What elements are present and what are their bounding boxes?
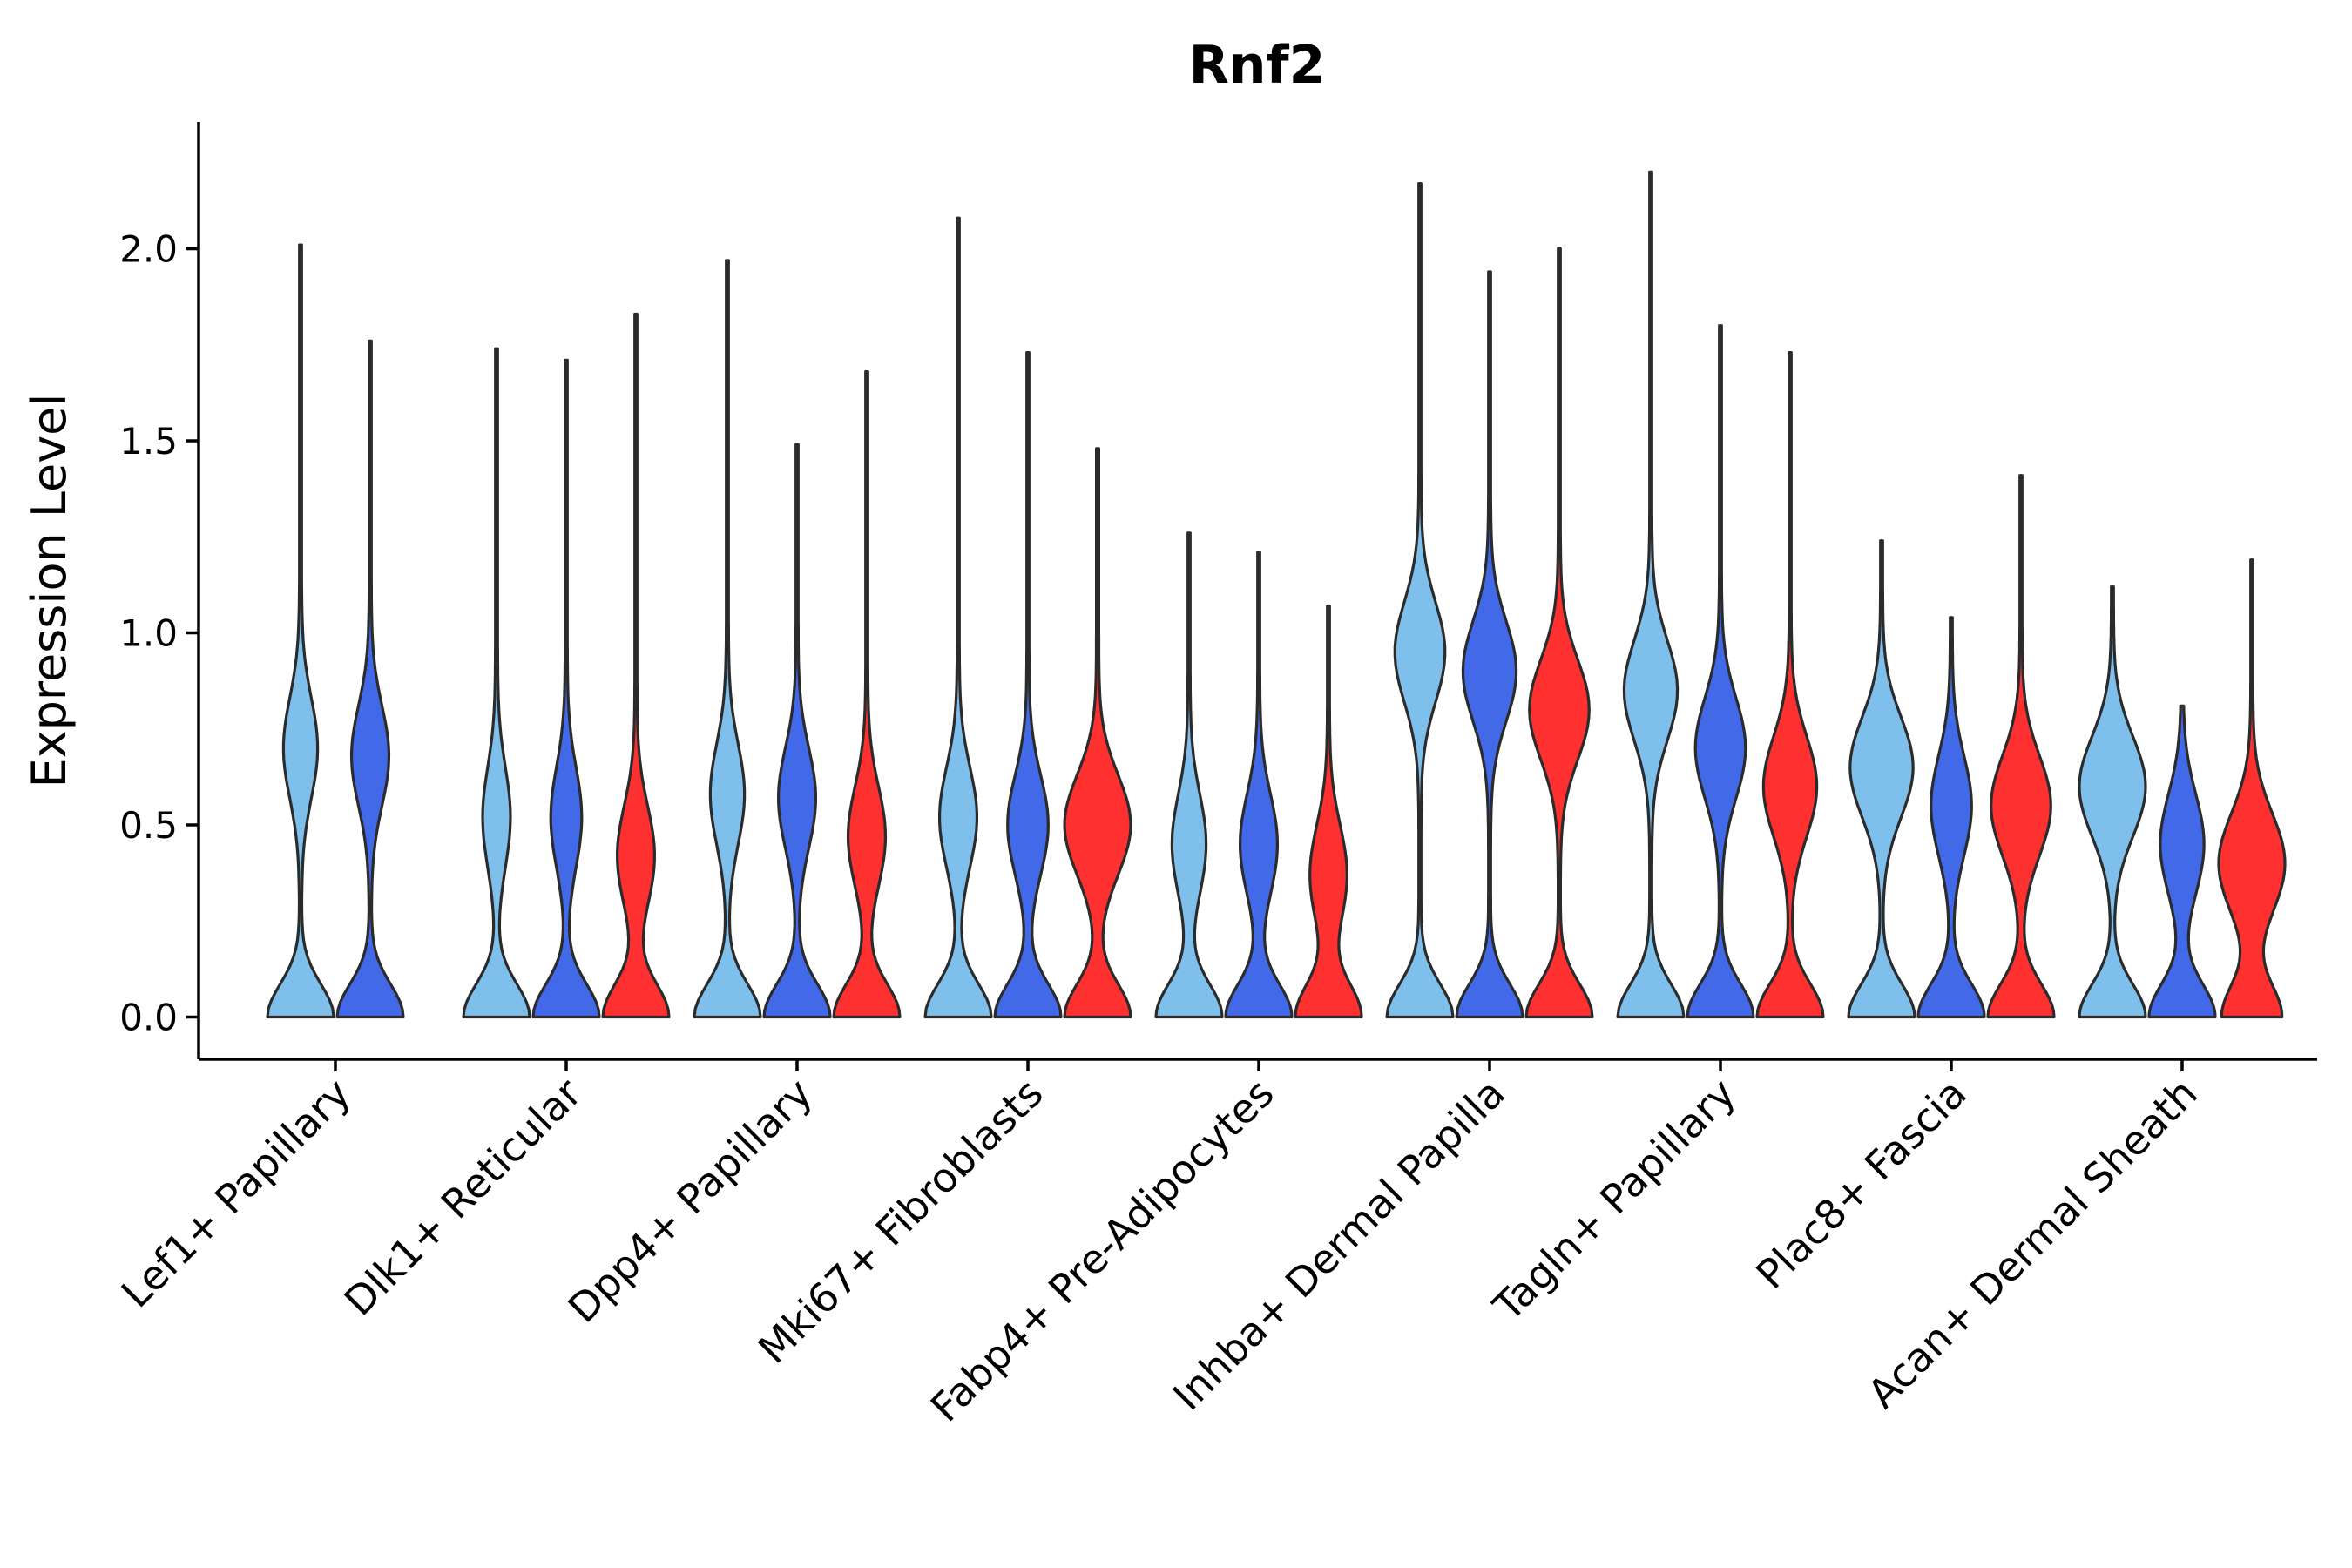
violin-2-1 (462, 347, 531, 1019)
violin-8-3 (1986, 474, 2056, 1019)
x-tick-label: Dpp4+ Papillary (559, 1070, 821, 1332)
violins-layer (266, 170, 2287, 1019)
violin-3-2 (762, 443, 832, 1019)
x-tick-label: Dlk1+ Reticular (335, 1070, 591, 1325)
x-tick-label: Tagln+ Papillary (1484, 1070, 1745, 1331)
violin-9-2 (2147, 704, 2217, 1019)
y-tick-label: 1.5 (119, 420, 178, 463)
y-tick-label: 0.0 (119, 996, 178, 1038)
violin-4-3 (1063, 447, 1132, 1019)
violin-4-1 (923, 216, 993, 1019)
y-tick-label: 1.0 (119, 612, 178, 655)
violin-1-2 (335, 339, 405, 1019)
y-axis-label: Expression Level (22, 394, 77, 788)
violin-9-1 (2078, 585, 2147, 1019)
violin-1-1 (266, 243, 335, 1019)
violin-4-2 (993, 351, 1063, 1019)
y-tick-label: 2.0 (119, 228, 178, 271)
y-tick-label: 0.5 (119, 804, 178, 847)
violin-3-3 (832, 370, 902, 1019)
violin-6-2 (1455, 270, 1524, 1019)
y-ticks-layer: 0.0 0.5 1.0 1.5 2.0 (119, 228, 199, 1038)
violin-2-3 (601, 312, 671, 1019)
violin-6-1 (1385, 182, 1455, 1019)
violin-8-2 (1916, 616, 1986, 1019)
violin-8-1 (1847, 539, 1916, 1019)
x-tick-label: Plac8+ Fascia (1747, 1070, 1975, 1298)
violin-2-2 (531, 358, 601, 1019)
violin-7-2 (1686, 324, 1755, 1019)
violin-5-3 (1294, 605, 1363, 1019)
violin-5-2 (1224, 551, 1294, 1019)
violin-7-3 (1755, 351, 1825, 1019)
x-tick-label: Lef1+ Papillary (112, 1070, 360, 1317)
chart-title: Rnf2 (1189, 35, 1326, 96)
violin-7-1 (1616, 170, 1686, 1019)
violin-3-1 (693, 259, 762, 1019)
violin-6-3 (1524, 247, 1594, 1019)
violin-5-1 (1154, 531, 1224, 1019)
violin-9-3 (2217, 558, 2287, 1019)
